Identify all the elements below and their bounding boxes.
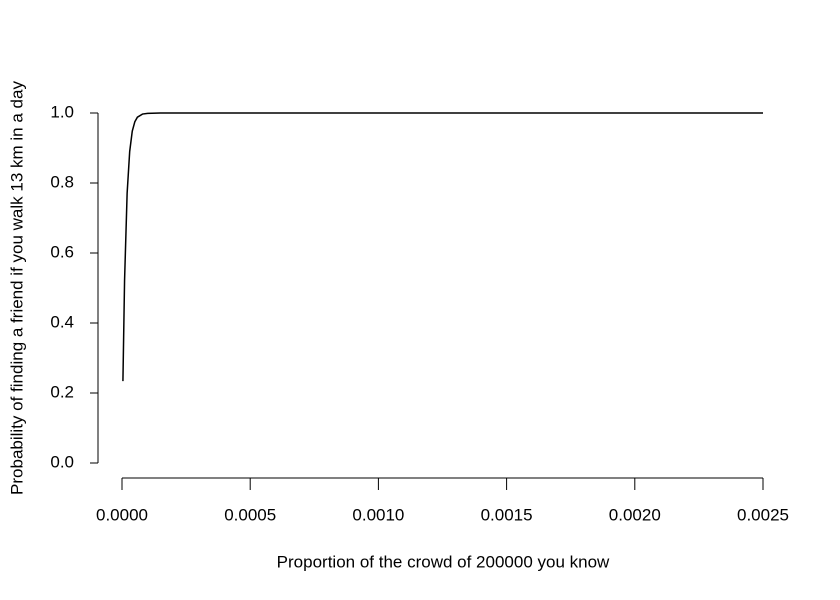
x-tick-label: 0.0020	[609, 505, 661, 524]
x-tick-label: 0.0000	[96, 505, 148, 524]
y-tick-label: 0.6	[50, 242, 74, 261]
y-tick-label: 0.0	[50, 452, 74, 471]
y-tick-label: 0.4	[50, 312, 74, 331]
x-axis-label: Proportion of the crowd of 200000 you kn…	[277, 552, 610, 571]
x-tick-label: 0.0010	[352, 505, 404, 524]
data-line	[122, 112, 763, 382]
x-tick-label: 0.0015	[481, 505, 533, 524]
y-tick-label: 0.2	[50, 382, 74, 401]
y-tick-label: 0.8	[50, 172, 74, 191]
x-tick-label: 0.0025	[737, 505, 789, 524]
x-tick-label: 0.0005	[224, 505, 276, 524]
y-tick-label: 1.0	[50, 102, 74, 121]
y-axis-label: Probability of finding a friend if you w…	[7, 81, 26, 495]
